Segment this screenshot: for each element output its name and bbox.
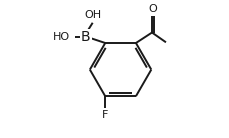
Text: HO: HO <box>52 32 69 42</box>
Text: O: O <box>148 4 156 14</box>
Text: F: F <box>102 110 108 120</box>
Text: OH: OH <box>84 10 101 20</box>
Text: B: B <box>81 30 90 44</box>
